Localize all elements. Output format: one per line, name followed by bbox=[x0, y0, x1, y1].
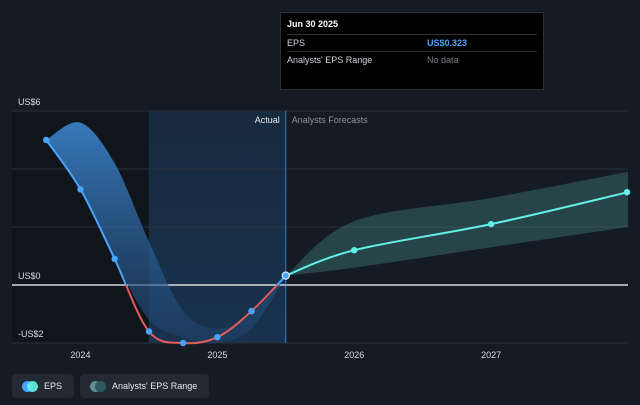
x-tick-label: 2027 bbox=[481, 350, 501, 360]
eps-actual-point bbox=[43, 136, 50, 144]
range-dot-icon bbox=[90, 380, 107, 392]
x-tick-label: 2026 bbox=[344, 350, 364, 360]
eps-actual-point bbox=[281, 271, 290, 280]
eps-actual-point bbox=[111, 255, 118, 263]
y-tick-label: US$6 bbox=[18, 97, 41, 107]
x-tick-label: 2024 bbox=[70, 350, 90, 360]
forecast-label: Analysts Forecasts bbox=[292, 115, 369, 125]
actual-label: Actual bbox=[255, 115, 280, 125]
legend-range-label: Analysts' EPS Range bbox=[112, 381, 198, 391]
eps-actual-line-positive bbox=[45, 139, 287, 285]
y-tick-label: -US$2 bbox=[18, 329, 44, 339]
eps-chart: US$6 US$0 -US$2 2024 2025 2026 2027 Actual Analy… bbox=[12, 97, 631, 360]
tooltip-eps-value: US$0.323 bbox=[427, 38, 468, 48]
tooltip: Jun 30 2025 EPS US$0.323 Analysts' EPS R… bbox=[280, 12, 544, 90]
legend-item-range[interactable]: Analysts' EPS Range bbox=[80, 374, 210, 398]
actual-range-band bbox=[46, 122, 286, 344]
y-tick-label: US$0 bbox=[18, 271, 41, 281]
eps-forecast-point bbox=[351, 247, 358, 254]
forecast-range-band bbox=[285, 171, 628, 276]
tooltip-range-label: Analysts' EPS Range bbox=[287, 55, 373, 65]
eps-dot-icon bbox=[22, 380, 38, 392]
tooltip-row-range: Analysts' EPS Range No data bbox=[287, 52, 537, 68]
legend-eps-label: EPS bbox=[44, 381, 63, 391]
eps-actual-line-negative bbox=[124, 285, 279, 345]
tooltip-row-eps: EPS US$0.323 bbox=[287, 35, 537, 52]
eps-actual-point bbox=[145, 328, 153, 335]
eps-forecast-line bbox=[285, 191, 629, 277]
tooltip-title: Jun 30 2025 bbox=[287, 19, 537, 35]
tooltip-eps-label: EPS bbox=[287, 38, 306, 48]
eps-actual-point bbox=[248, 307, 255, 315]
eps-actual-point bbox=[77, 186, 84, 193]
tooltip-range-value: No data bbox=[427, 55, 459, 65]
legend-item-eps[interactable]: EPS bbox=[12, 374, 75, 398]
eps-actual-point bbox=[214, 334, 221, 341]
eps-forecast-point bbox=[623, 189, 631, 196]
legend: EPS Analysts' EPS Range bbox=[12, 374, 210, 398]
x-tick-label: 2025 bbox=[207, 350, 227, 360]
eps-actual-point bbox=[179, 339, 187, 347]
eps-forecast-point bbox=[487, 220, 495, 228]
